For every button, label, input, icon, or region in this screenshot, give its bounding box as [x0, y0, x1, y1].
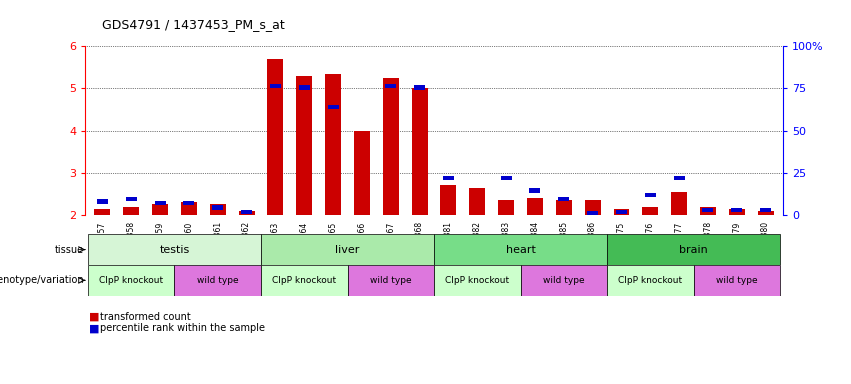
Text: testis: testis — [159, 245, 190, 255]
Bar — [155, 201, 166, 205]
Bar — [94, 209, 111, 215]
Bar — [585, 200, 601, 215]
Bar — [556, 200, 572, 215]
Bar — [643, 207, 658, 215]
Bar — [97, 199, 108, 204]
Bar — [88, 265, 174, 296]
Text: wild type: wild type — [370, 276, 412, 285]
Text: wild type: wild type — [716, 276, 757, 285]
Bar — [614, 209, 630, 215]
Bar — [383, 78, 398, 215]
Bar — [527, 198, 543, 215]
Bar — [498, 200, 514, 215]
Bar — [757, 211, 774, 215]
Bar — [443, 176, 454, 180]
Text: ClpP knockout: ClpP knockout — [100, 276, 163, 285]
Text: transformed count: transformed count — [100, 312, 191, 322]
Text: heart: heart — [505, 245, 535, 255]
Bar — [270, 84, 281, 88]
Text: ■: ■ — [89, 312, 100, 322]
Bar — [414, 85, 425, 89]
Text: percentile rank within the sample: percentile rank within the sample — [100, 323, 266, 333]
Bar — [261, 265, 347, 296]
Bar — [441, 185, 456, 215]
Text: tissue: tissue — [55, 245, 84, 255]
Bar — [267, 59, 283, 215]
Bar — [412, 88, 427, 215]
Bar — [607, 265, 694, 296]
Bar — [470, 188, 485, 215]
Text: ClpP knockout: ClpP knockout — [445, 276, 510, 285]
Bar — [210, 204, 226, 215]
Bar — [645, 193, 656, 197]
Bar — [616, 210, 627, 214]
Bar — [181, 202, 197, 215]
Bar — [241, 210, 252, 214]
Text: wild type: wild type — [197, 276, 238, 285]
Bar — [671, 192, 687, 215]
Text: brain: brain — [679, 245, 708, 255]
Bar — [700, 207, 716, 215]
Bar — [174, 265, 261, 296]
Bar — [607, 234, 780, 265]
Bar — [123, 207, 140, 215]
Bar — [354, 131, 370, 215]
Bar — [347, 265, 434, 296]
Bar — [500, 176, 511, 180]
Bar — [760, 208, 771, 212]
Bar — [731, 208, 742, 212]
Bar — [587, 211, 598, 215]
Bar — [434, 234, 607, 265]
Bar — [299, 85, 310, 89]
Bar — [529, 189, 540, 193]
Bar — [702, 208, 713, 212]
Bar — [521, 265, 607, 296]
Bar — [694, 265, 780, 296]
Text: ClpP knockout: ClpP knockout — [272, 276, 336, 285]
Bar — [386, 84, 397, 88]
Bar — [238, 211, 254, 215]
Bar — [328, 105, 339, 109]
Text: liver: liver — [335, 245, 360, 255]
Bar — [325, 74, 341, 215]
Bar — [126, 197, 137, 201]
Text: GDS4791 / 1437453_PM_s_at: GDS4791 / 1437453_PM_s_at — [102, 18, 285, 31]
Bar — [434, 265, 521, 296]
Bar — [184, 201, 194, 205]
Bar — [212, 205, 223, 210]
Bar — [261, 234, 434, 265]
Bar — [296, 76, 312, 215]
Text: wild type: wild type — [543, 276, 585, 285]
Bar — [674, 176, 684, 180]
Text: ■: ■ — [89, 323, 100, 333]
Bar — [728, 209, 745, 215]
Bar — [152, 204, 168, 215]
Text: ClpP knockout: ClpP knockout — [618, 276, 683, 285]
Text: genotype/variation: genotype/variation — [0, 275, 84, 285]
Bar — [88, 234, 261, 265]
Bar — [558, 197, 569, 201]
